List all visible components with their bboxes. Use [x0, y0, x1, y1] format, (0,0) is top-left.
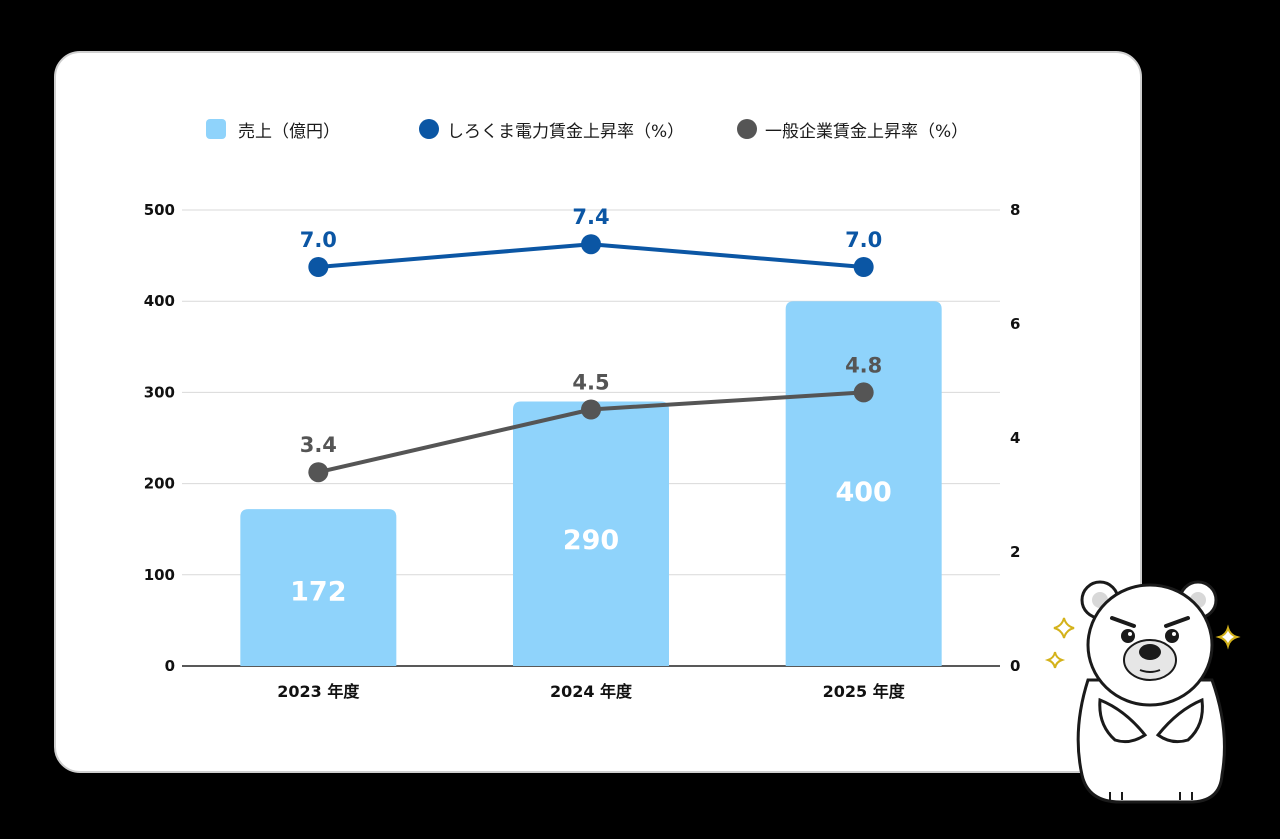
- x-category-label: 2024 年度: [550, 682, 633, 701]
- y-right-tick-label: 2: [1010, 543, 1020, 561]
- legend-sales-label: 売上（億円）: [238, 121, 340, 142]
- y-left-tick-label: 200: [144, 475, 175, 493]
- shirokuma-wage-label: 7.0: [300, 228, 337, 252]
- shirokuma-wage-point: [308, 257, 329, 277]
- y-left-tick-label: 500: [144, 201, 175, 219]
- y-right-tick-label: 8: [1010, 201, 1020, 219]
- shirokuma-wage-label: 7.4: [572, 205, 609, 229]
- general-wage-point: [308, 462, 329, 483]
- general-wage-point: [581, 399, 601, 420]
- y-left-tick-label: 0: [165, 657, 175, 675]
- general-wage-label: 4.5: [572, 371, 609, 395]
- legend-general-swatch: [737, 119, 757, 139]
- legend-general-label: 一般企業賃金上昇率（%）: [765, 121, 969, 142]
- general-wage-point: [853, 382, 874, 403]
- polar-bear-mascot: [1044, 580, 1241, 804]
- sales-bar: [513, 401, 669, 666]
- legend-item-sales: 売上（億円）: [206, 117, 340, 142]
- y-left-tick-label: 100: [144, 566, 175, 584]
- x-category-label: 2023 年度: [277, 682, 360, 701]
- sparkle-icon: [1044, 651, 1066, 669]
- sales-bar-label: 290: [563, 525, 619, 556]
- x-category-label: 2025 年度: [823, 682, 906, 701]
- sparkle-icon: [1215, 624, 1241, 650]
- general-wage-label: 4.8: [845, 353, 882, 377]
- legend-shirokuma-label: しろくま電力賃金上昇率（%）: [447, 121, 685, 142]
- y-left-tick-label: 300: [144, 383, 175, 401]
- y-right-tick-label: 4: [1010, 429, 1020, 447]
- legend-item-shirokuma-wage: しろくま電力賃金上昇率（%）: [419, 117, 685, 142]
- sales-bar: [240, 509, 397, 666]
- shirokuma-wage-label: 7.0: [845, 228, 882, 252]
- y-left-tick-label: 400: [144, 292, 175, 310]
- shirokuma-wage-point: [581, 234, 601, 255]
- sales-bar-label: 400: [835, 477, 891, 508]
- legend-shirokuma-swatch: [419, 119, 439, 139]
- shirokuma-wage-point: [853, 257, 874, 277]
- y-right-tick-label: 0: [1010, 657, 1020, 675]
- legend-item-general-wage: 一般企業賃金上昇率（%）: [737, 117, 969, 142]
- sales-bar-label: 172: [290, 577, 346, 608]
- general-wage-label: 3.4: [300, 433, 337, 457]
- chart-legend: 売上（億円） しろくま電力賃金上昇率（%） 一般企業賃金上昇率（%）: [0, 0, 1280, 160]
- legend-sales-swatch: [206, 119, 226, 139]
- sparkle-icon: [1053, 617, 1075, 639]
- y-right-tick-label: 6: [1010, 315, 1020, 333]
- sales-bar: [785, 301, 942, 666]
